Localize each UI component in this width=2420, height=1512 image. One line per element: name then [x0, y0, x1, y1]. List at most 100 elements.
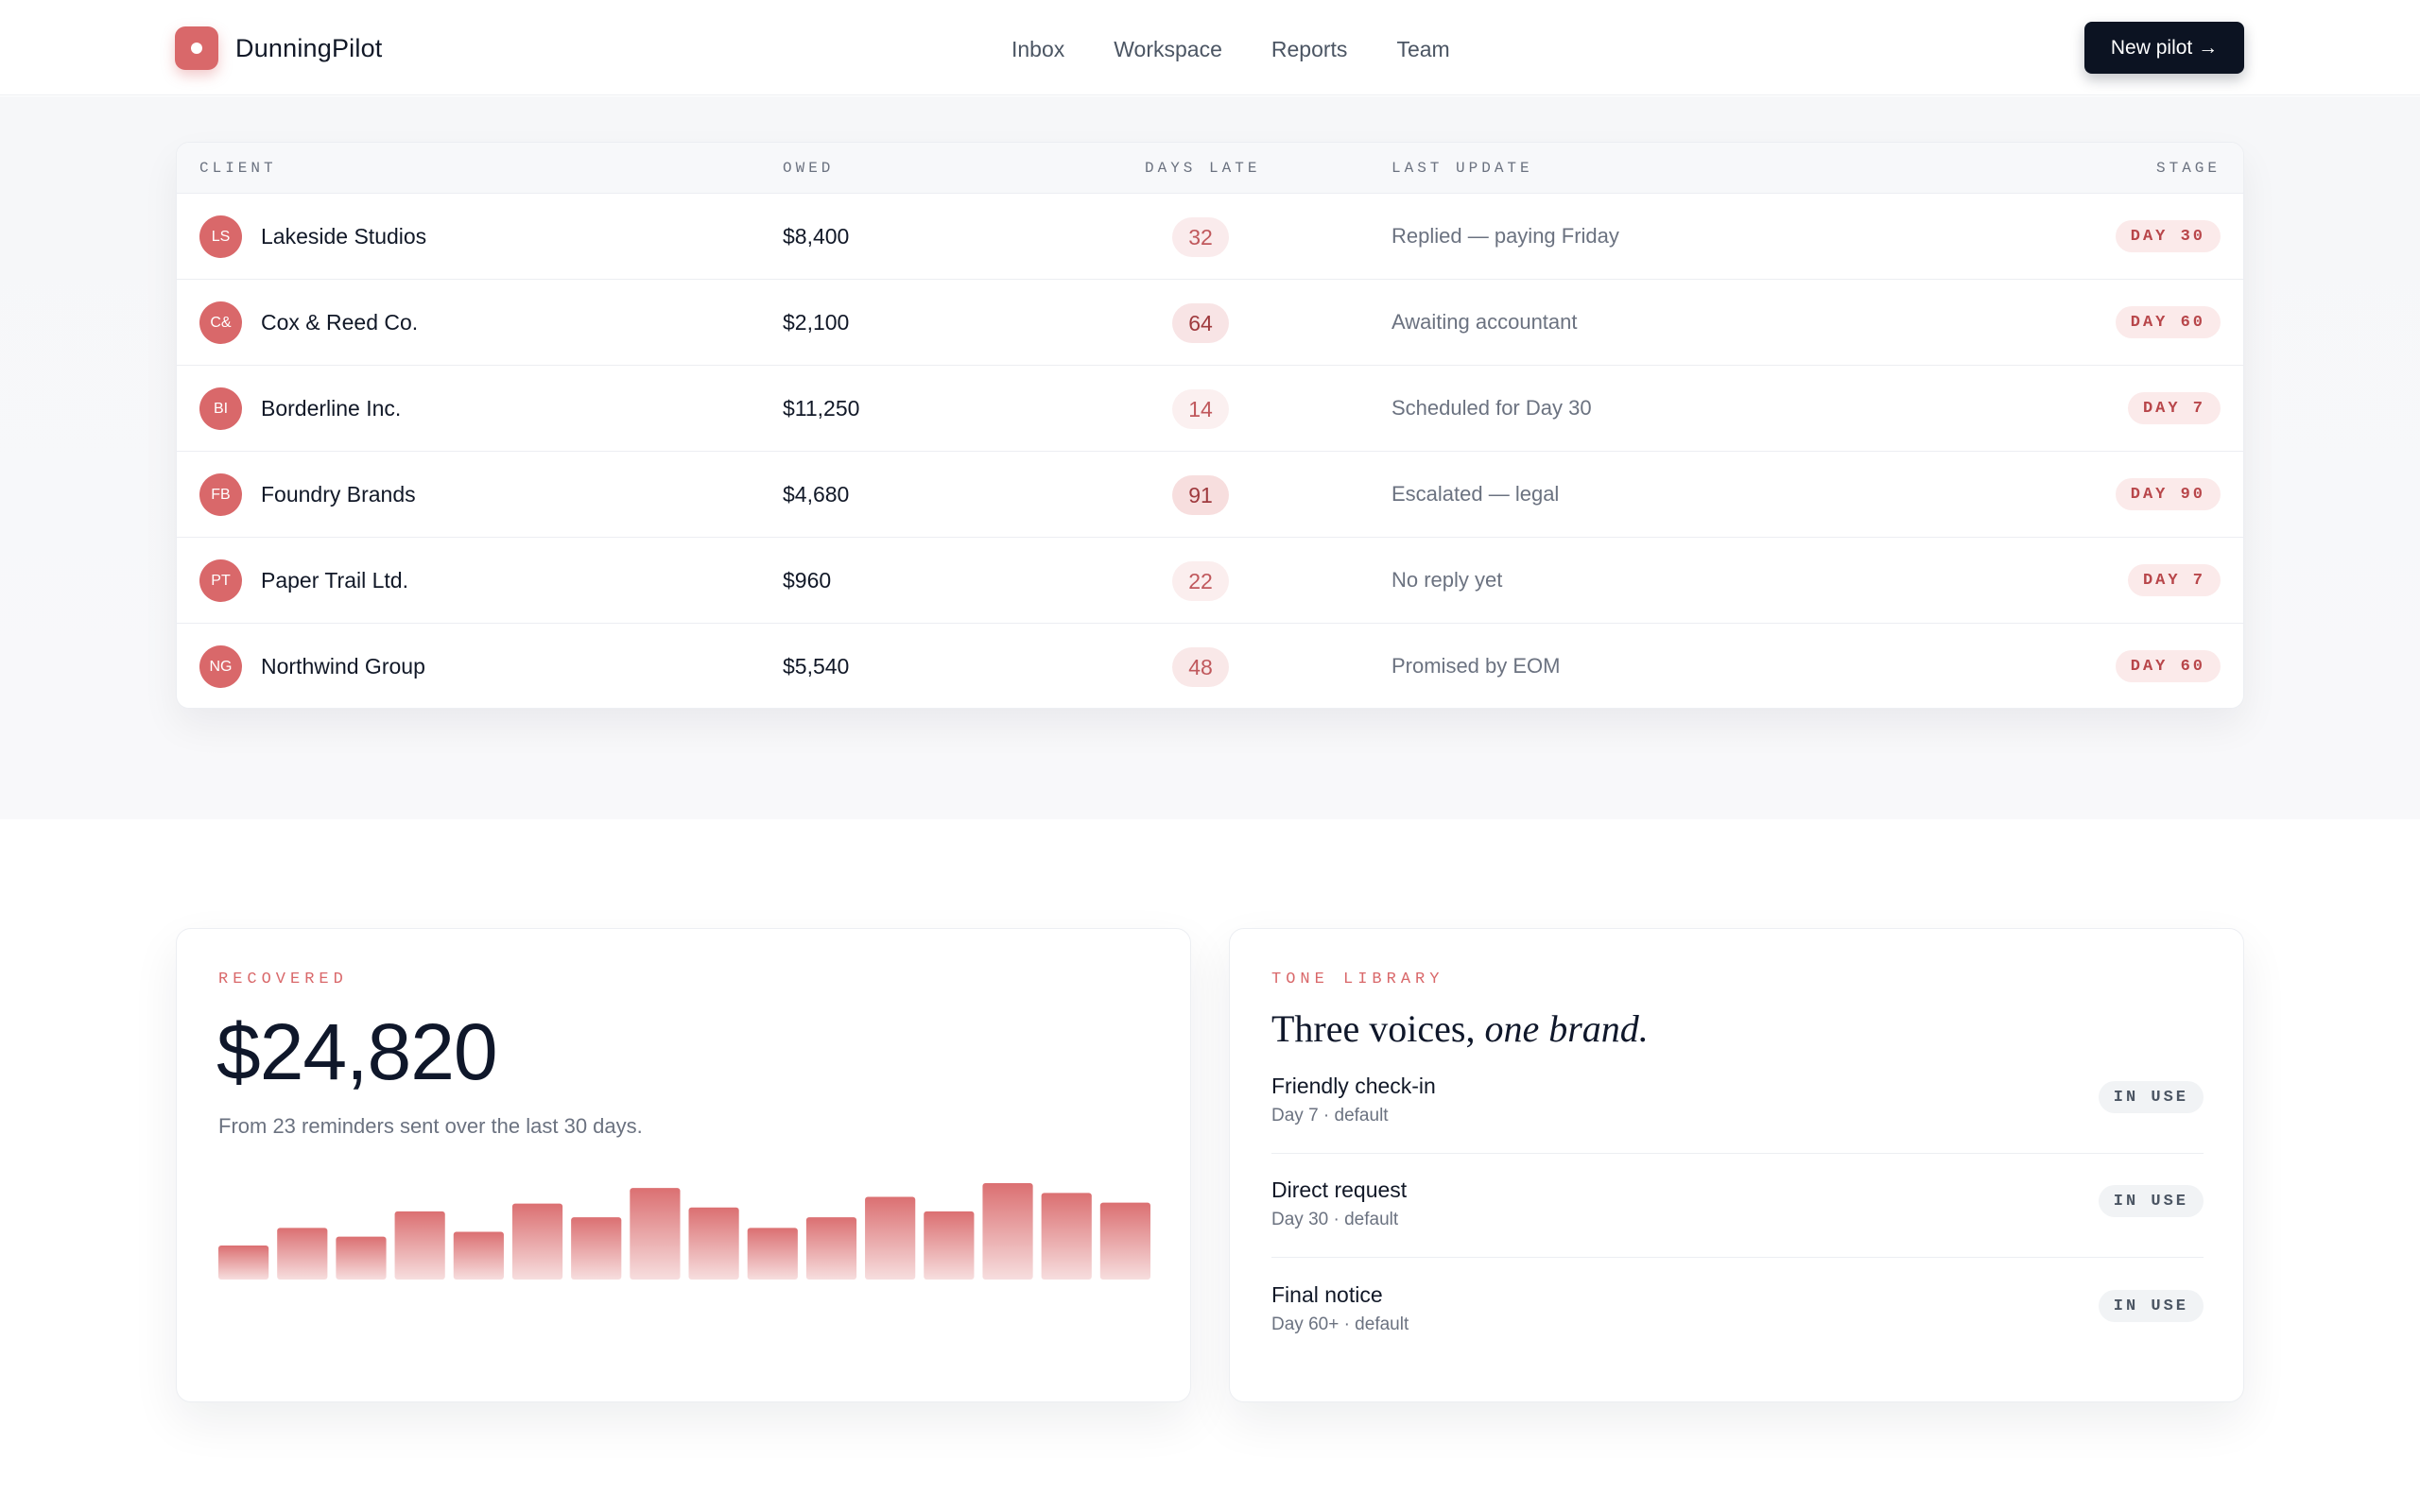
logo-icon — [175, 26, 218, 70]
owed-amount: $960 — [783, 568, 832, 593]
chart-bar — [277, 1228, 328, 1280]
days-late-badge: 22 — [1172, 561, 1229, 601]
owed-amount: $2,100 — [783, 310, 850, 335]
chart-bar — [453, 1231, 504, 1280]
client-name[interactable]: Paper Trail Ltd. — [261, 568, 408, 593]
avatar: LS — [199, 215, 242, 258]
tone-title-accent: one brand. — [1484, 1007, 1649, 1050]
tone-item-meta: Day 60+ · default — [1271, 1314, 1409, 1334]
days-late-badge: 48 — [1172, 647, 1229, 687]
avatar: FB — [199, 473, 242, 516]
last-update: Escalated — legal — [1392, 482, 1560, 506]
client-name[interactable]: Lakeside Studios — [261, 224, 427, 249]
stage-badge: DAY 60 — [2115, 650, 2221, 682]
avatar: BI — [199, 387, 242, 430]
client-name[interactable]: Borderline Inc. — [261, 396, 402, 421]
table-row[interactable]: NG Northwind Group $5,540 48 Promised by EOM… — [177, 624, 2243, 708]
chart-bar — [630, 1188, 681, 1280]
chart-bar — [982, 1183, 1033, 1280]
chart-bar — [218, 1245, 269, 1280]
status-badge: IN USE — [2098, 1185, 2204, 1217]
new-pilot-button[interactable]: New pilot → — [2084, 22, 2244, 74]
tone-item-name: Direct request — [1271, 1177, 1408, 1202]
last-update: Replied — paying Friday — [1392, 224, 1619, 248]
stage-badge: DAY 60 — [2115, 306, 2221, 338]
nav-workspace[interactable]: Workspace — [1114, 36, 1222, 61]
tone-eyebrow: TONE LIBRARY — [1271, 971, 1444, 988]
chart-bar — [805, 1217, 857, 1280]
tone-item[interactable]: Friendly check-in Day 7 · default IN USE — [1271, 1074, 2204, 1177]
table-body: LS Lakeside Studios $8,400 32 Replied — payi… — [177, 194, 2243, 708]
stage-badge: DAY 7 — [2127, 392, 2221, 424]
recovered-bar-chart — [218, 1160, 1150, 1280]
tone-item-meta: Day 30 · default — [1271, 1210, 1399, 1229]
client-name[interactable]: Cox & Reed Co. — [261, 310, 419, 335]
avatar: C& — [199, 301, 242, 344]
stage-badge: DAY 90 — [2115, 478, 2221, 510]
tone-title-main: Three voices, — [1271, 1007, 1485, 1050]
owed-amount: $11,250 — [783, 396, 860, 421]
last-update: Awaiting accountant — [1392, 310, 1578, 334]
tone-item[interactable]: Direct request Day 30 · default IN USE — [1271, 1177, 2204, 1281]
chart-bar — [865, 1196, 916, 1280]
owed-amount: $5,540 — [783, 654, 850, 679]
recovered-amount: $24,820 — [216, 1007, 498, 1096]
recovered-card: RECOVERED $24,820 From 23 reminders sent… — [176, 928, 1191, 1402]
days-late-badge: 91 — [1172, 475, 1229, 515]
owed-amount: $8,400 — [783, 224, 850, 249]
clients-table: CLIENT OWED DAYS LATE LAST UPDATE STAGE … — [176, 142, 2244, 709]
table-row[interactable]: BI Borderline Inc. $11,250 14 Scheduled for … — [177, 366, 2243, 452]
last-update: Scheduled for Day 30 — [1392, 396, 1592, 420]
recovered-eyebrow: RECOVERED — [218, 971, 348, 988]
top-navbar: DunningPilot Inbox Workspace Reports Tea… — [0, 0, 2420, 95]
client-name[interactable]: Northwind Group — [261, 654, 425, 679]
recovered-subtext: From 23 reminders sent over the last 30 … — [218, 1114, 643, 1138]
owed-amount: $4,680 — [783, 482, 850, 507]
table-row[interactable]: PT Paper Trail Ltd. $960 22 No reply yet DAY … — [177, 538, 2243, 624]
client-name[interactable]: Foundry Brands — [261, 482, 416, 507]
brand[interactable]: DunningPilot — [175, 26, 383, 70]
chart-bar — [924, 1211, 975, 1280]
nav-reports[interactable]: Reports — [1270, 36, 1348, 61]
chart-bar — [747, 1228, 798, 1280]
chart-bar — [511, 1203, 563, 1280]
tone-item[interactable]: Final notice Day 60+ · default IN USE — [1271, 1282, 2204, 1386]
status-badge: IN USE — [2098, 1081, 2204, 1113]
brand-name: DunningPilot — [235, 33, 383, 62]
days-late-badge: 64 — [1172, 303, 1229, 343]
stage-badge: DAY 30 — [2115, 220, 2221, 252]
header-last-update[interactable]: LAST UPDATE — [1392, 160, 1533, 177]
avatar: NG — [199, 645, 242, 688]
table-row[interactable]: LS Lakeside Studios $8,400 32 Replied — payi… — [177, 194, 2243, 280]
avatar: PT — [199, 559, 242, 602]
nav-team[interactable]: Team — [1396, 36, 1450, 61]
tone-item-meta: Day 7 · default — [1271, 1106, 1389, 1125]
table-header: CLIENT OWED DAYS LATE LAST UPDATE STAGE — [177, 143, 2243, 194]
table-row[interactable]: C& Cox & Reed Co. $2,100 64 Awaiting account… — [177, 280, 2243, 366]
header-owed[interactable]: OWED — [783, 160, 835, 177]
chart-bar — [336, 1236, 387, 1280]
bar-chart-svg — [218, 1183, 1150, 1280]
header-stage[interactable]: STAGE — [2155, 160, 2221, 177]
main-nav: Inbox Workspace Reports Team — [1011, 30, 1450, 68]
status-badge: IN USE — [2098, 1290, 2204, 1322]
days-late-badge: 14 — [1172, 389, 1229, 429]
tone-title: Three voices, one brand. — [1271, 1006, 1649, 1051]
header-days-late[interactable]: DAYS LATE — [1145, 160, 1261, 177]
stage-badge: DAY 7 — [2127, 564, 2221, 596]
divider — [1271, 1153, 2204, 1154]
last-update: Promised by EOM — [1392, 654, 1561, 678]
tone-item-name: Friendly check-in — [1271, 1074, 1436, 1098]
days-late-badge: 32 — [1172, 217, 1229, 257]
chart-bar — [1099, 1202, 1150, 1280]
chart-bar — [1041, 1193, 1092, 1280]
chart-bar — [688, 1207, 739, 1280]
table-row[interactable]: FB Foundry Brands $4,680 91 Escalated — lega… — [177, 452, 2243, 538]
tone-item-name: Final notice — [1271, 1282, 1383, 1307]
header-client[interactable]: CLIENT — [199, 160, 277, 177]
last-update: No reply yet — [1392, 568, 1503, 592]
chart-bar — [571, 1217, 622, 1280]
chart-bar — [394, 1211, 445, 1280]
divider — [1271, 1257, 2204, 1258]
nav-inbox[interactable]: Inbox — [1011, 36, 1065, 61]
